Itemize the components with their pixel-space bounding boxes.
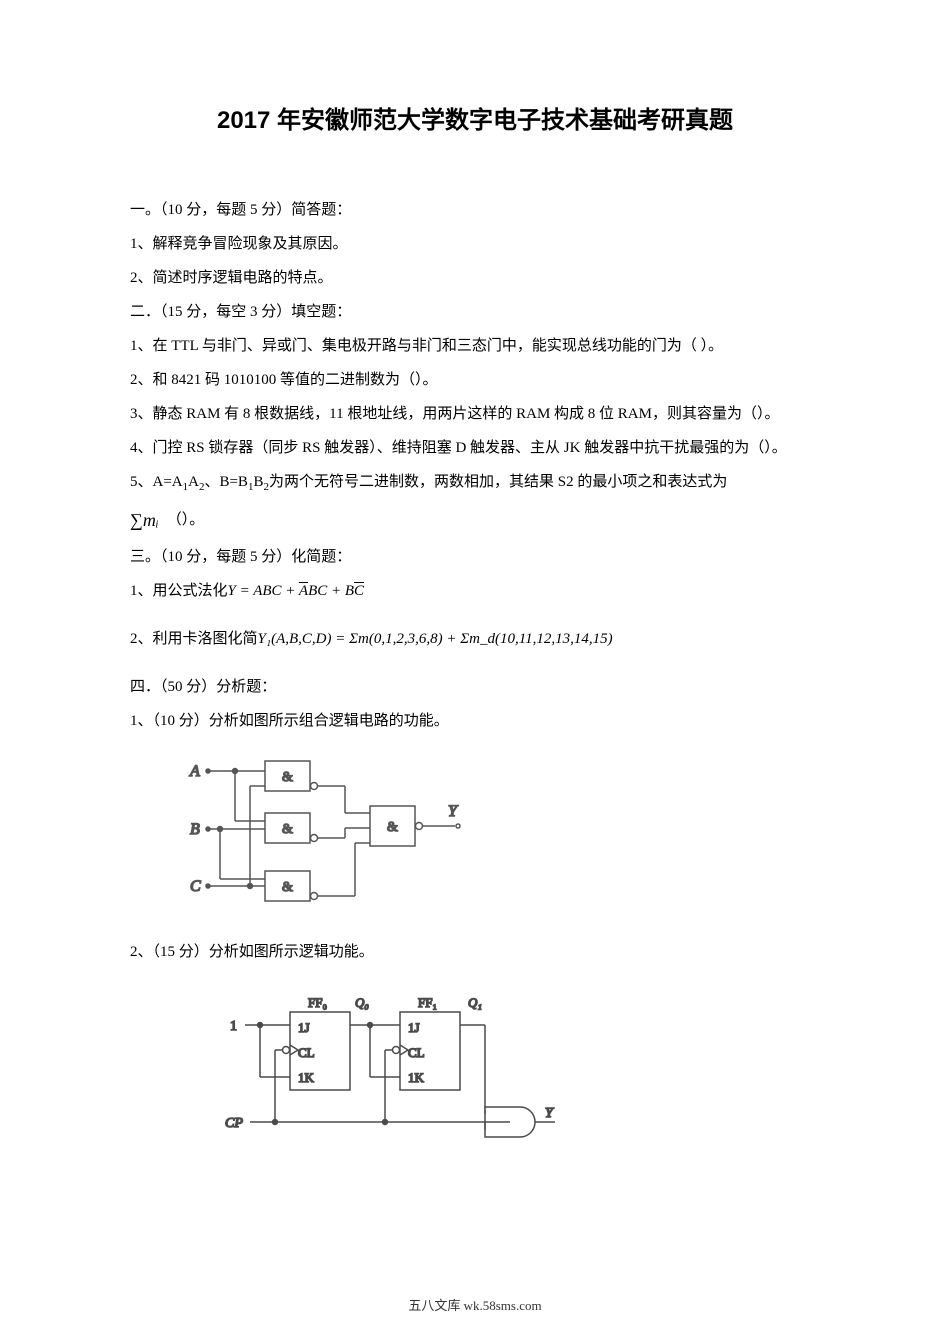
q3-1-formula-mid: BC + B: [308, 583, 354, 599]
ff0-J: 1J: [298, 1020, 310, 1035]
gate4-label: &: [387, 820, 398, 835]
q1-2: 2、简述时序逻辑电路的特点。: [130, 263, 820, 293]
q2-3: 3、静态 RAM 有 8 根数据线，11 根地址线，用两片这样的 RAM 构成 …: [130, 399, 820, 429]
ff1-CL: CL: [408, 1045, 425, 1060]
label-one: 1: [230, 1019, 237, 1034]
q4-2: 2、（15 分）分析如图所示逻辑功能。: [130, 937, 820, 967]
logic-diagram-1: A B C: [180, 751, 480, 911]
label-Q0: Q₀: [355, 995, 369, 1010]
q2-5-prefix: 5、A=A: [130, 474, 183, 490]
content-body: 一。（10 分，每题 5 分）简答题： 1、解释竞争冒险现象及其原因。 2、简述…: [130, 195, 820, 1153]
section-2-header: 二．（15 分，每空 3 分）填空题：: [130, 297, 820, 327]
q3-1-prefix: 1、用公式法化: [130, 583, 228, 599]
q2-2: 2、和 8421 码 1010100 等值的二进制数为（）。: [130, 365, 820, 395]
logic-diagram-2: 1 CP FF₀ 1J CL 1K: [220, 982, 560, 1142]
label-C: C: [190, 878, 201, 895]
ff0-CL: CL: [298, 1045, 315, 1060]
diagram-1-container: A B C: [180, 751, 820, 922]
q3-2-formula: Y₁(A,B,C,D) = Σm(0,1,2,3,6,8) + Σm_d(10,…: [258, 631, 613, 647]
q2-5-blank: （）。: [167, 505, 205, 535]
gate3-label: &: [282, 880, 293, 895]
ff0-K: 1K: [298, 1070, 315, 1085]
label-Y: Y: [448, 803, 459, 820]
q3-1-formula-abar: A: [299, 583, 308, 599]
q2-1: 1、在 TTL 与非门、异或门、集电极开路与非门和三态门中，能实现总线功能的门为…: [130, 331, 820, 361]
section-4-header: 四．（50 分）分析题：: [130, 672, 820, 702]
diagram-2-container: 1 CP FF₀ 1J CL 1K: [180, 982, 820, 1153]
q3-2-prefix: 2、利用卡洛图化简: [130, 631, 258, 647]
q2-5: 5、A=A1A2、B=B1B2为两个无符号二进制数，两数相加，其结果 S2 的最…: [130, 467, 820, 498]
ff1-J: 1J: [408, 1020, 420, 1035]
section-3-header: 三。（10 分，每题 5 分）化简题：: [130, 542, 820, 572]
label-A: A: [189, 763, 200, 780]
q2-5-suffix: 为两个无符号二进制数，两数相加，其结果 S2 的最小项之和表达式为: [269, 474, 727, 490]
q3-1-formula-cbar: C: [354, 583, 364, 599]
q2-5-mid3: B: [253, 474, 263, 490]
q3-1-formula-part1: Y = ABC +: [228, 583, 299, 599]
page-title: 2017 年安徽师范大学数字电子技术基础考研真题: [130, 100, 820, 135]
q2-5-mid2: 、B=B: [204, 474, 247, 490]
ff1-K: 1K: [408, 1070, 425, 1085]
sigma-formula: ∑mᵢ: [130, 502, 159, 538]
gate1-label: &: [282, 770, 293, 785]
q4-1: 1、（10 分）分析如图所示组合逻辑电路的功能。: [130, 706, 820, 736]
label-Q1: Q₁: [468, 995, 482, 1010]
q3-1: 1、用公式法化Y = ABC + ABC + BC: [130, 576, 820, 606]
q2-5-formula-row: ∑mᵢ （）。: [130, 502, 820, 538]
label-FF1: FF₁: [418, 995, 437, 1010]
q2-5-mid1: A: [188, 474, 199, 490]
q2-4: 4、门控 RS 锁存器（同步 RS 触发器）、维持阻塞 D 触发器、主从 JK …: [130, 433, 820, 463]
q3-2: 2、利用卡洛图化简Y₁(A,B,C,D) = Σm(0,1,2,3,6,8) +…: [130, 624, 820, 654]
section-1-header: 一。（10 分，每题 5 分）简答题：: [130, 195, 820, 225]
q1-1: 1、解释竞争冒险现象及其原因。: [130, 229, 820, 259]
page-footer: 五八文库 wk.58sms.com: [0, 1295, 950, 1314]
gate2-label: &: [282, 822, 293, 837]
label-Y2: Y: [545, 1106, 555, 1121]
label-B: B: [190, 821, 200, 838]
label-FF0: FF₀: [308, 995, 327, 1010]
label-CP: CP: [225, 1116, 243, 1131]
